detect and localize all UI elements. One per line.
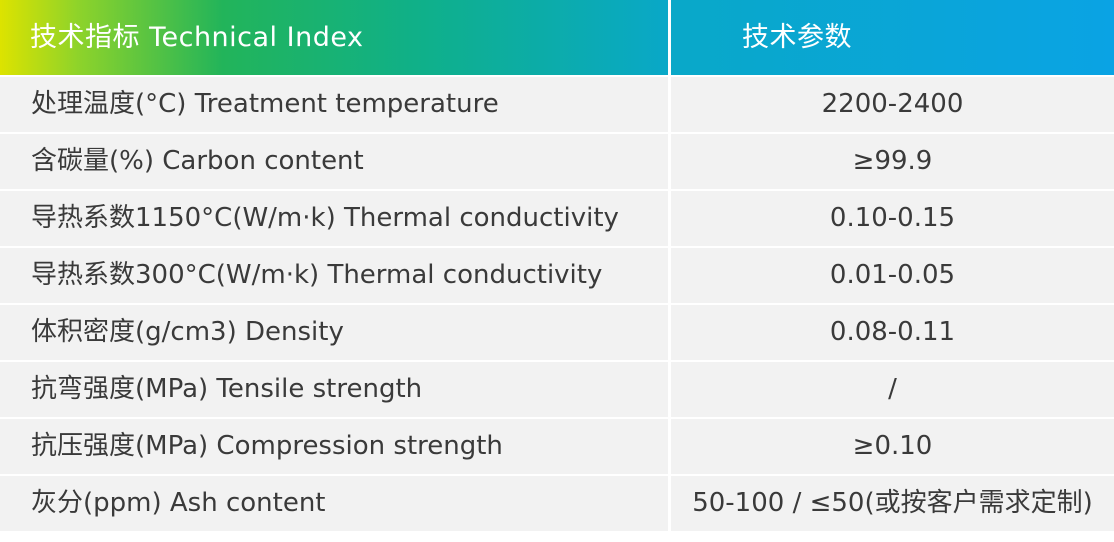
row-label: 处理温度(°C) Treatment temperature [0,77,668,132]
row-value: 2200-2400 [671,77,1114,132]
table-header: 技术指标 Technical Index 技术参数 [0,0,1114,75]
table-row: 导热系数300°C(W/m·k) Thermal conductivity 0.… [0,248,1114,303]
row-label: 灰分(ppm) Ash content [0,476,668,531]
table-row: 抗弯强度(MPa) Tensile strength / [0,362,1114,417]
table-row: 导热系数1150°C(W/m·k) Thermal conductivity 0… [0,191,1114,246]
row-label: 含碳量(%) Carbon content [0,134,668,189]
table-row: 抗压强度(MPa) Compression strength ≥0.10 [0,419,1114,474]
row-value: 50-100 / ≤50(或按客户需求定制) [671,476,1114,531]
header-technical-index: 技术指标 Technical Index [30,22,364,53]
table-body: 处理温度(°C) Treatment temperature 2200-2400… [0,77,1114,533]
header-divider [668,0,671,75]
table-row: 体积密度(g/cm3) Density 0.08-0.11 [0,305,1114,360]
row-label: 导热系数300°C(W/m·k) Thermal conductivity [0,248,668,303]
header-technical-parameters: 技术参数 [742,22,852,53]
row-label: 体积密度(g/cm3) Density [0,305,668,360]
row-label: 抗压强度(MPa) Compression strength [0,419,668,474]
row-value: 0.08-0.11 [671,305,1114,360]
row-value: ≥0.10 [671,419,1114,474]
table-row: 处理温度(°C) Treatment temperature 2200-2400 [0,77,1114,132]
row-label: 抗弯强度(MPa) Tensile strength [0,362,668,417]
row-value: ≥99.9 [671,134,1114,189]
table-row: 灰分(ppm) Ash content 50-100 / ≤50(或按客户需求定… [0,476,1114,531]
row-value: 0.01-0.05 [671,248,1114,303]
table-row: 含碳量(%) Carbon content ≥99.9 [0,134,1114,189]
row-label: 导热系数1150°C(W/m·k) Thermal conductivity [0,191,668,246]
row-value: 0.10-0.15 [671,191,1114,246]
row-value: / [671,362,1114,417]
